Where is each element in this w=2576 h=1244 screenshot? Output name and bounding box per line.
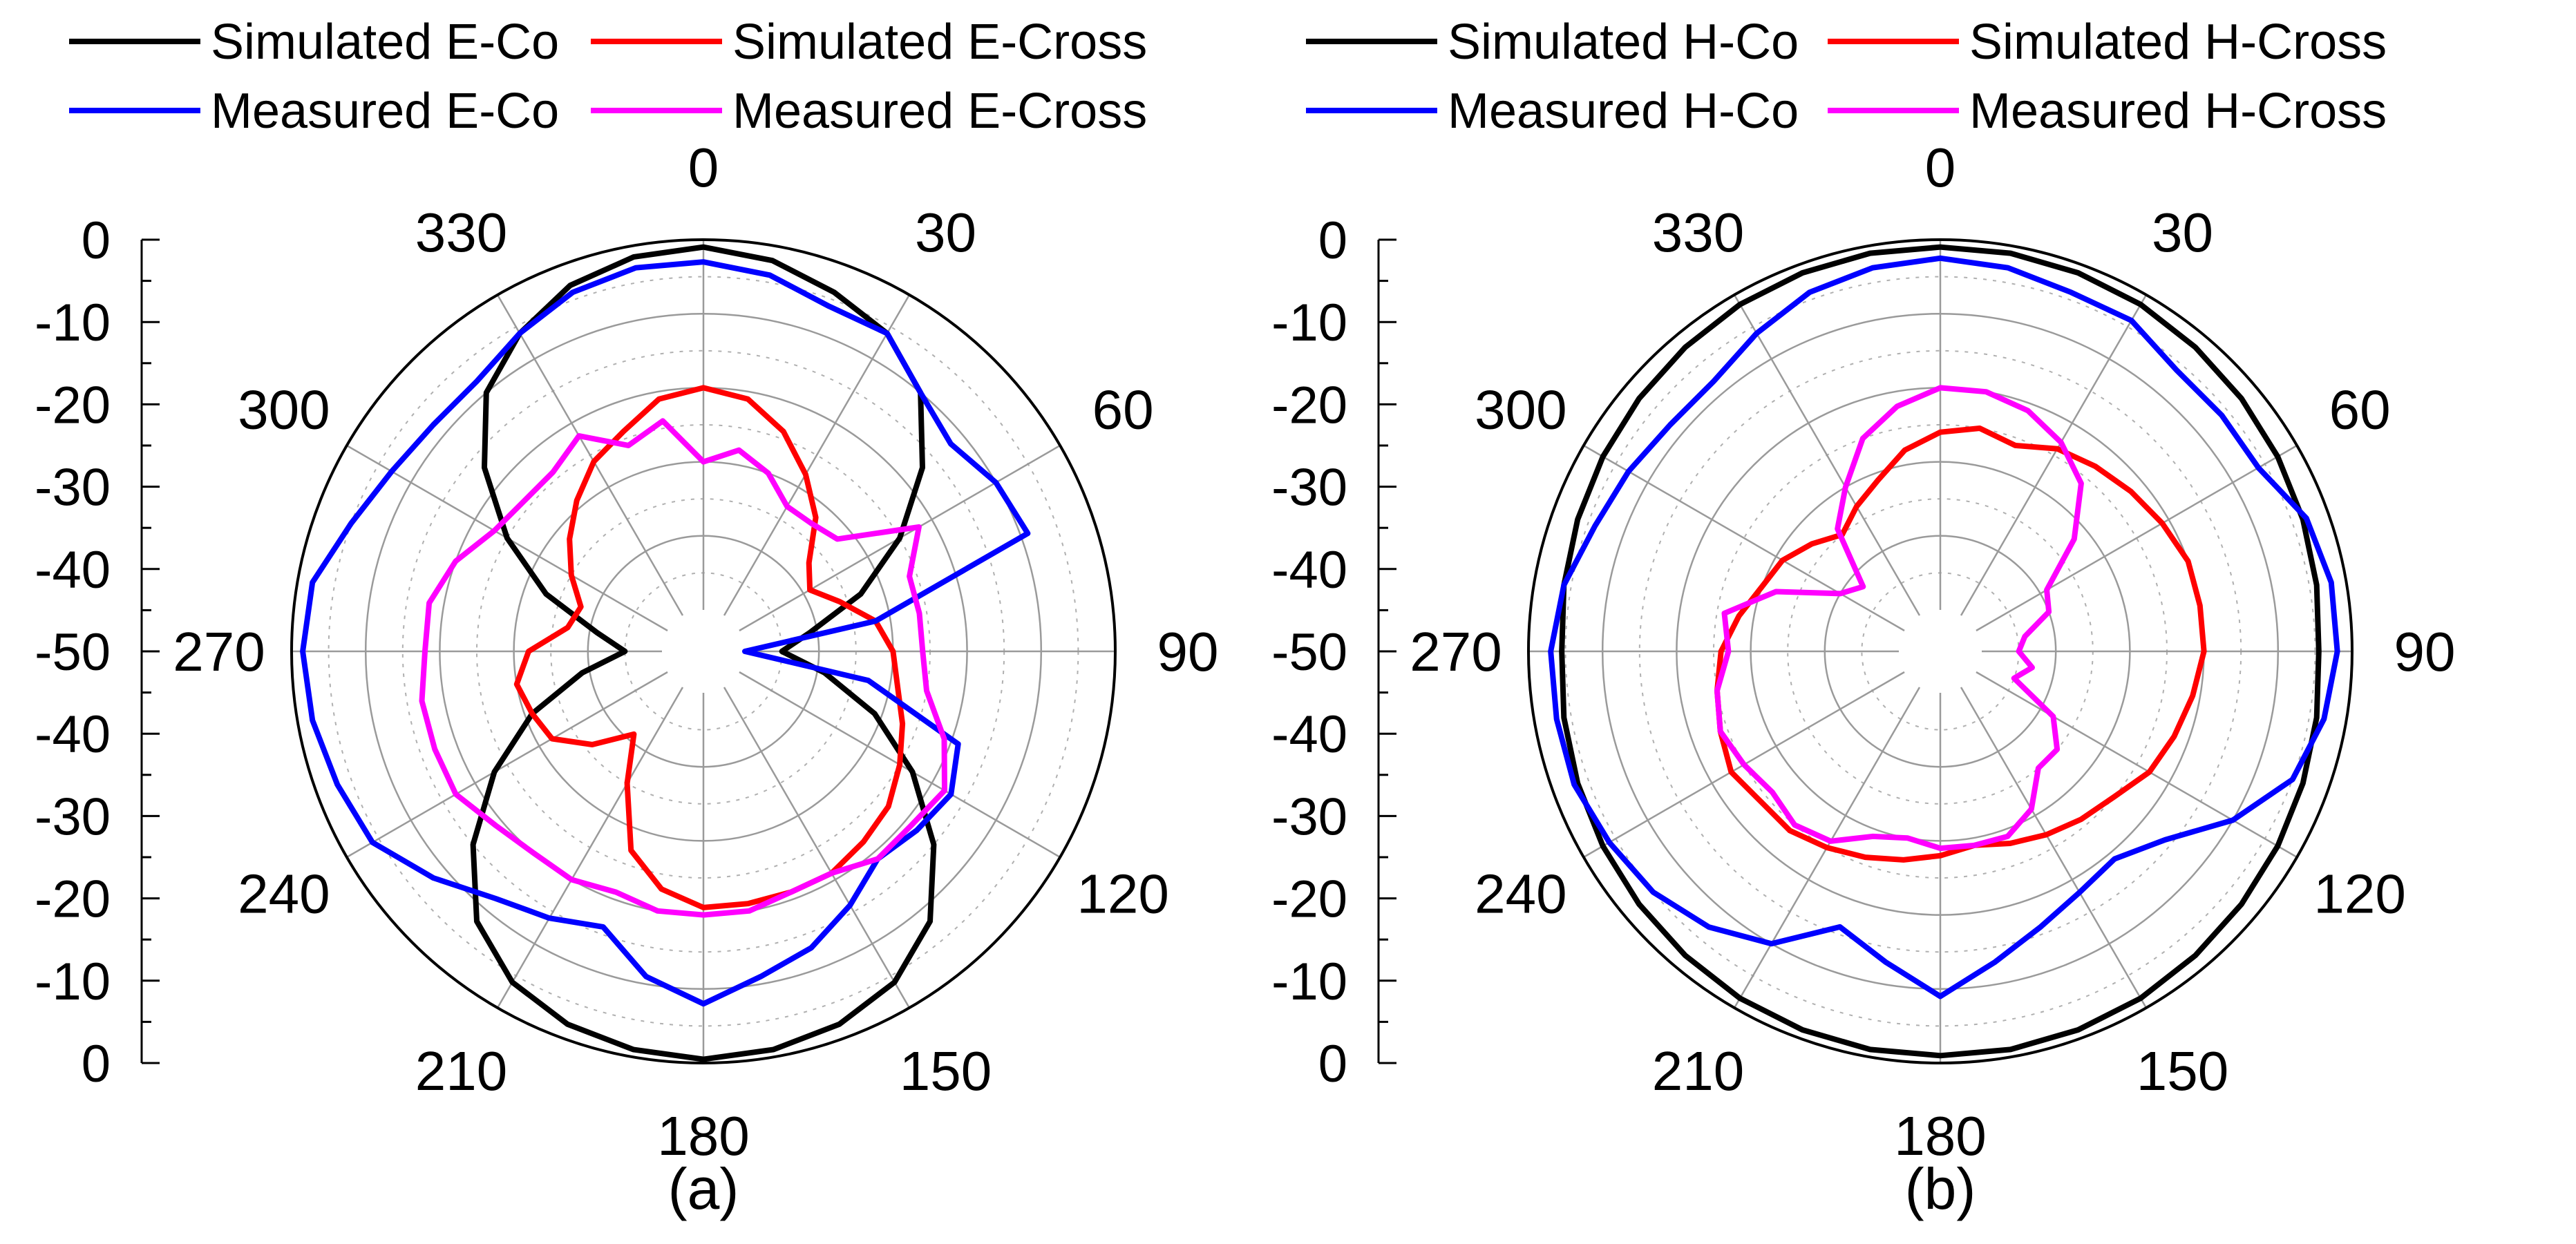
legend-label: Simulated H-Co bbox=[1448, 15, 1799, 70]
angular-grid-line bbox=[1976, 444, 2298, 632]
radial-tick-label: 0 bbox=[82, 1035, 111, 1093]
angular-grid-line bbox=[496, 687, 684, 1008]
angular-grid-line bbox=[1960, 294, 2148, 616]
angle-label: 120 bbox=[1077, 863, 1168, 925]
legend-label: Measured E-Co bbox=[211, 84, 559, 139]
series-line bbox=[1559, 244, 2322, 1059]
series-line bbox=[470, 244, 937, 1062]
angle-label: 90 bbox=[2394, 621, 2456, 682]
radial-tick-label: -10 bbox=[1271, 294, 1347, 352]
angle-label: 210 bbox=[1652, 1040, 1744, 1102]
angle-label: 330 bbox=[1652, 202, 1744, 263]
angle-label: 150 bbox=[900, 1040, 992, 1102]
radial-axis: 0 -10 -20 -30 -40 -50 -40 -30 -20 -10 0 bbox=[1271, 211, 1396, 1093]
radial-tick-label: -50 bbox=[1271, 623, 1347, 682]
angle-label: 270 bbox=[173, 621, 265, 682]
radial-tick-label: -10 bbox=[35, 953, 111, 1011]
angle-label: 90 bbox=[1157, 621, 1219, 682]
series-line bbox=[1714, 385, 2084, 852]
radial-tick-label: -40 bbox=[1271, 541, 1347, 600]
angular-grid-line bbox=[1976, 671, 2298, 859]
series-group bbox=[1548, 244, 2340, 1059]
radial-tick-label: -20 bbox=[1271, 376, 1347, 434]
legend-label: Measured H-Co bbox=[1448, 84, 1799, 139]
series-line bbox=[1548, 255, 2340, 999]
radial-tick-label: -20 bbox=[35, 376, 111, 434]
angle-label: 300 bbox=[1475, 379, 1566, 441]
legend: Simulated E-Co Simulated E-Cross Measured … bbox=[69, 15, 1147, 139]
legend-label: Simulated H-Cross bbox=[1969, 15, 2387, 70]
angle-label: 30 bbox=[915, 202, 976, 263]
angular-grid bbox=[292, 240, 1115, 1063]
radial-tick-label: 0 bbox=[82, 211, 111, 270]
angle-label: 180 bbox=[1894, 1105, 1986, 1167]
angle-label: 0 bbox=[1925, 137, 1956, 198]
angle-label: 240 bbox=[1475, 863, 1566, 925]
angle-label: 330 bbox=[415, 202, 507, 263]
legend: Simulated H-Co Simulated H-Cross Measured … bbox=[1306, 15, 2387, 139]
series-line bbox=[513, 385, 906, 910]
series-line bbox=[419, 418, 947, 918]
angular-grid-line bbox=[496, 294, 684, 616]
legend-label: Measured E-Cross bbox=[732, 84, 1147, 139]
radial-tick-label: 0 bbox=[1318, 211, 1347, 270]
radial-tick-label: -40 bbox=[1271, 705, 1347, 764]
series-group bbox=[300, 244, 1031, 1062]
angle-labels: 0 30 60 90 120 150 180 210 240 270 300 330 bbox=[1410, 137, 2455, 1167]
angle-label: 30 bbox=[2152, 202, 2213, 263]
series-line bbox=[300, 259, 1031, 1007]
angle-label: 60 bbox=[1092, 379, 1154, 441]
angle-label: 60 bbox=[2329, 379, 2391, 441]
angle-label: 0 bbox=[688, 137, 719, 198]
outer-circle bbox=[290, 238, 1117, 1064]
radial-tick-label: -50 bbox=[35, 623, 111, 682]
angle-label: 240 bbox=[238, 863, 330, 925]
radial-axis: 0 -10 -20 -30 -40 -50 -40 -30 -20 -10 0 bbox=[35, 211, 160, 1093]
angle-label: 150 bbox=[2137, 1040, 2228, 1102]
angular-grid-line bbox=[1583, 444, 1905, 632]
angular-grid-line bbox=[1960, 687, 2148, 1008]
angle-label: 120 bbox=[2313, 863, 2405, 925]
legend-label: Simulated E-Co bbox=[211, 15, 559, 70]
angle-label: 210 bbox=[415, 1040, 507, 1102]
radial-tick-label: -20 bbox=[1271, 870, 1347, 929]
panel-caption: (b) bbox=[1905, 1156, 1976, 1221]
radial-tick-label: -10 bbox=[1271, 953, 1347, 1011]
radial-tick-label: -30 bbox=[35, 787, 111, 846]
angular-grid-line bbox=[346, 671, 668, 859]
radial-tick-label: 0 bbox=[1318, 1035, 1347, 1093]
radial-tick-label: -30 bbox=[1271, 787, 1347, 846]
radial-tick-label: -30 bbox=[35, 459, 111, 517]
radial-tick-label: -40 bbox=[35, 705, 111, 764]
radial-tick-label: -10 bbox=[35, 294, 111, 352]
radial-tick-label: -30 bbox=[1271, 459, 1347, 517]
legend-label: Measured H-Cross bbox=[1969, 84, 2387, 139]
angular-grid bbox=[1528, 240, 2352, 1063]
series-line bbox=[1714, 425, 2207, 863]
angle-label: 270 bbox=[1410, 621, 1502, 682]
angle-label: 300 bbox=[238, 379, 330, 441]
angular-grid-line bbox=[723, 294, 911, 616]
angle-labels: 0 30 60 90 120 150 180 210 240 270 300 330 bbox=[173, 137, 1218, 1167]
radial-tick-label: -40 bbox=[35, 541, 111, 600]
angular-grid-line bbox=[723, 687, 911, 1008]
radial-tick-label: -20 bbox=[35, 870, 111, 929]
panel-b: 0 30 60 90 120 150 180 210 240 270 300 330 0 -10 -20 -3… bbox=[1271, 15, 2455, 1221]
angle-label: 180 bbox=[657, 1105, 749, 1167]
angular-grid-line bbox=[1733, 294, 1921, 616]
panel-a: 0 30 60 90 120 150 180 210 240 270 300 330 0 -10 -20 -3… bbox=[35, 15, 1218, 1221]
panel-caption: (a) bbox=[668, 1156, 739, 1221]
outer-circle bbox=[1527, 238, 2354, 1064]
legend-label: Simulated E-Cross bbox=[732, 15, 1147, 70]
